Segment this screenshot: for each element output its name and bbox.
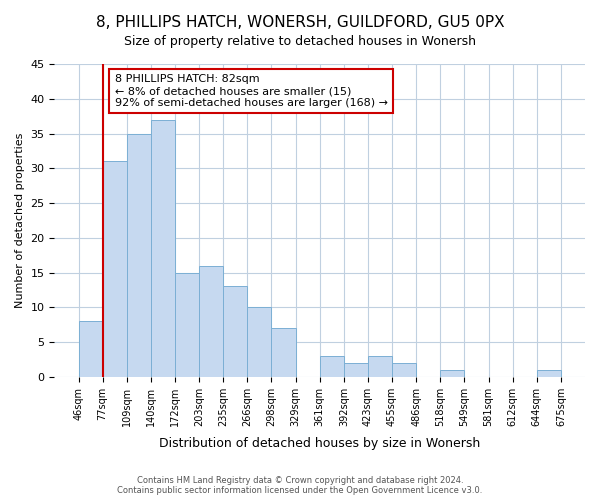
Bar	[247, 308, 271, 377]
Bar	[344, 363, 368, 377]
Bar	[151, 120, 175, 377]
Bar	[199, 266, 223, 377]
Bar	[368, 356, 392, 377]
Bar	[103, 162, 127, 377]
Bar	[537, 370, 561, 377]
Text: Size of property relative to detached houses in Wonersh: Size of property relative to detached ho…	[124, 35, 476, 48]
Bar	[320, 356, 344, 377]
Bar	[79, 321, 103, 377]
Text: 8, PHILLIPS HATCH, WONERSH, GUILDFORD, GU5 0PX: 8, PHILLIPS HATCH, WONERSH, GUILDFORD, G…	[95, 15, 505, 30]
Text: Contains HM Land Registry data © Crown copyright and database right 2024.
Contai: Contains HM Land Registry data © Crown c…	[118, 476, 482, 495]
Bar	[127, 134, 151, 377]
Bar	[392, 363, 416, 377]
Bar	[223, 286, 247, 377]
Text: 8 PHILLIPS HATCH: 82sqm
← 8% of detached houses are smaller (15)
92% of semi-det: 8 PHILLIPS HATCH: 82sqm ← 8% of detached…	[115, 74, 388, 108]
Bar	[175, 272, 199, 377]
Bar	[440, 370, 464, 377]
Y-axis label: Number of detached properties: Number of detached properties	[15, 132, 25, 308]
Bar	[271, 328, 296, 377]
X-axis label: Distribution of detached houses by size in Wonersh: Distribution of detached houses by size …	[159, 437, 481, 450]
